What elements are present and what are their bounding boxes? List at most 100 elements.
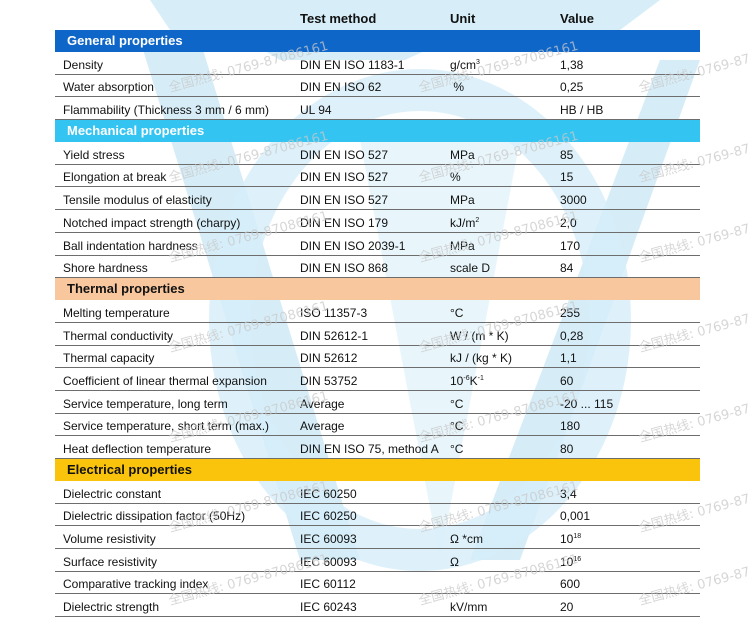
test-method-cell: IEC 60093 <box>292 525 442 550</box>
value: 10 <box>560 532 574 547</box>
unit-cell: kJ/m2 <box>442 209 552 233</box>
header-unit: Unit <box>450 11 476 26</box>
value-cell: 1016 <box>552 548 700 572</box>
test-method-cell: DIN EN ISO 527 <box>292 142 442 165</box>
unit-cell: % <box>442 74 552 98</box>
unit-cell: 10-6K-1 <box>442 367 552 391</box>
test-method-cell: DIN EN ISO 62 <box>292 74 442 98</box>
test-method-cell: IEC 60250 <box>292 481 442 504</box>
table-row: Service temperature, short term (max.) Av… <box>55 413 700 437</box>
value: 1,38 <box>560 57 584 72</box>
property-name: Volume resistivity <box>63 532 156 547</box>
property-name: Density <box>63 57 104 72</box>
value-cell: 84 <box>552 255 700 279</box>
unit-cell: g/cm3 <box>442 52 552 75</box>
test-method: DIN EN ISO 527 <box>300 170 389 185</box>
test-method: DIN 53752 <box>300 373 358 388</box>
property-cell: Flammability (Thickness 3 mm / 6 mm) <box>55 96 292 121</box>
unit-cell: °C <box>442 390 552 414</box>
value-cell: 600 <box>552 571 700 595</box>
value-cell: 0,28 <box>552 322 700 346</box>
property-cell: Dielectric strength <box>55 593 292 618</box>
test-method-cell: IEC 60112 <box>292 571 442 595</box>
property-name: Ball indentation hardness <box>63 238 198 253</box>
test-method-cell: Average <box>292 413 442 437</box>
value-cell: 3,4 <box>552 481 700 504</box>
unit-cell <box>442 96 552 121</box>
property-cell: Coefficient of linear thermal expansion <box>55 367 292 391</box>
property-name: Yield stress <box>63 147 125 162</box>
property-cell: Thermal conductivity <box>55 322 292 346</box>
value-cell: 85 <box>552 142 700 165</box>
value-cell: 3000 <box>552 186 700 211</box>
value: 84 <box>560 261 574 276</box>
property-name: Water absorption <box>63 80 154 95</box>
value-cell: 15 <box>552 164 700 188</box>
test-method: IEC 60093 <box>300 532 357 547</box>
value-cell: 170 <box>552 232 700 256</box>
value-cell: 0,25 <box>552 74 700 98</box>
test-method-cell: Average <box>292 390 442 414</box>
table-row: Heat deflection temperature DIN EN ISO 75… <box>55 435 700 459</box>
table-row: Shore hardness DIN EN ISO 868 scale D 84 <box>55 255 700 279</box>
property-name: Thermal conductivity <box>63 328 174 343</box>
value-cell: 180 <box>552 413 700 437</box>
unit-cell: W / (m * K) <box>442 322 552 346</box>
test-method-cell: DIN EN ISO 1183-1 <box>292 52 442 75</box>
property-name: Dielectric constant <box>63 486 162 501</box>
section-header-thermal: Thermal properties <box>55 277 700 301</box>
test-method: DIN EN ISO 868 <box>300 261 389 276</box>
test-method: DIN EN ISO 1183-1 <box>300 57 405 72</box>
test-method: DIN 52612-1 <box>300 328 369 343</box>
value: 0,25 <box>560 80 584 95</box>
section-title: Electrical properties <box>55 458 552 481</box>
value: 85 <box>560 147 574 162</box>
unit-cell: MPa <box>442 232 552 256</box>
unit: MPa <box>450 238 475 253</box>
value: 2,0 <box>560 215 577 230</box>
value: 0,001 <box>560 509 591 524</box>
value-cell: 1,38 <box>552 52 700 75</box>
unit-cell: scale D <box>442 255 552 279</box>
property-name: Melting temperature <box>63 305 170 320</box>
unit-cell <box>442 571 552 595</box>
table-row: Thermal capacity DIN 52612 kJ / (kg * K) 1,… <box>55 345 700 369</box>
test-method-cell: DIN 53752 <box>292 367 442 391</box>
property-name: Notched impact strength (charpy) <box>63 215 241 230</box>
header-property <box>55 0 292 30</box>
unit-cell <box>442 481 552 504</box>
unit-superscript: 2 <box>475 216 480 224</box>
test-method: DIN EN ISO 62 <box>300 80 382 95</box>
value-cell: 60 <box>552 367 700 391</box>
unit: kV/mm <box>450 600 488 615</box>
value-cell: 0,001 <box>552 503 700 527</box>
test-method-cell: DIN 52612 <box>292 345 442 369</box>
property-cell: Elongation at break <box>55 164 292 188</box>
section-title: Thermal properties <box>55 277 552 301</box>
test-method-cell: IEC 60243 <box>292 593 442 618</box>
unit: Ω <box>450 554 459 569</box>
unit-cell <box>442 503 552 527</box>
table-row: Thermal conductivity DIN 52612-1 W / (m * … <box>55 322 700 346</box>
value-cell: 20 <box>552 593 700 618</box>
value-superscript: 16 <box>573 555 582 563</box>
property-cell: Density <box>55 52 292 75</box>
unit-cell: °C <box>442 435 552 459</box>
property-cell: Dielectric dissipation factor (50Hz) <box>55 503 292 527</box>
unit: MPa <box>450 193 475 208</box>
test-method: UL 94 <box>300 103 332 118</box>
table-row: Service temperature, long term Average °C -… <box>55 390 700 414</box>
test-method: IEC 60112 <box>300 577 356 592</box>
table-row: Dielectric strength IEC 60243 kV/mm 20 <box>55 593 700 618</box>
section-header-general: General properties <box>55 30 700 52</box>
test-method: Average <box>300 419 345 434</box>
unit-tail: K <box>469 373 478 388</box>
value: 20 <box>560 600 574 615</box>
unit: scale D <box>450 261 491 276</box>
table-row: Flammability (Thickness 3 mm / 6 mm) UL 9… <box>55 96 700 121</box>
test-method: DIN 52612 <box>300 351 358 366</box>
property-cell: Surface resistivity <box>55 548 292 572</box>
property-name: Dielectric strength <box>63 600 160 615</box>
property-cell: Service temperature, long term <box>55 390 292 414</box>
value: 0,28 <box>560 328 584 343</box>
